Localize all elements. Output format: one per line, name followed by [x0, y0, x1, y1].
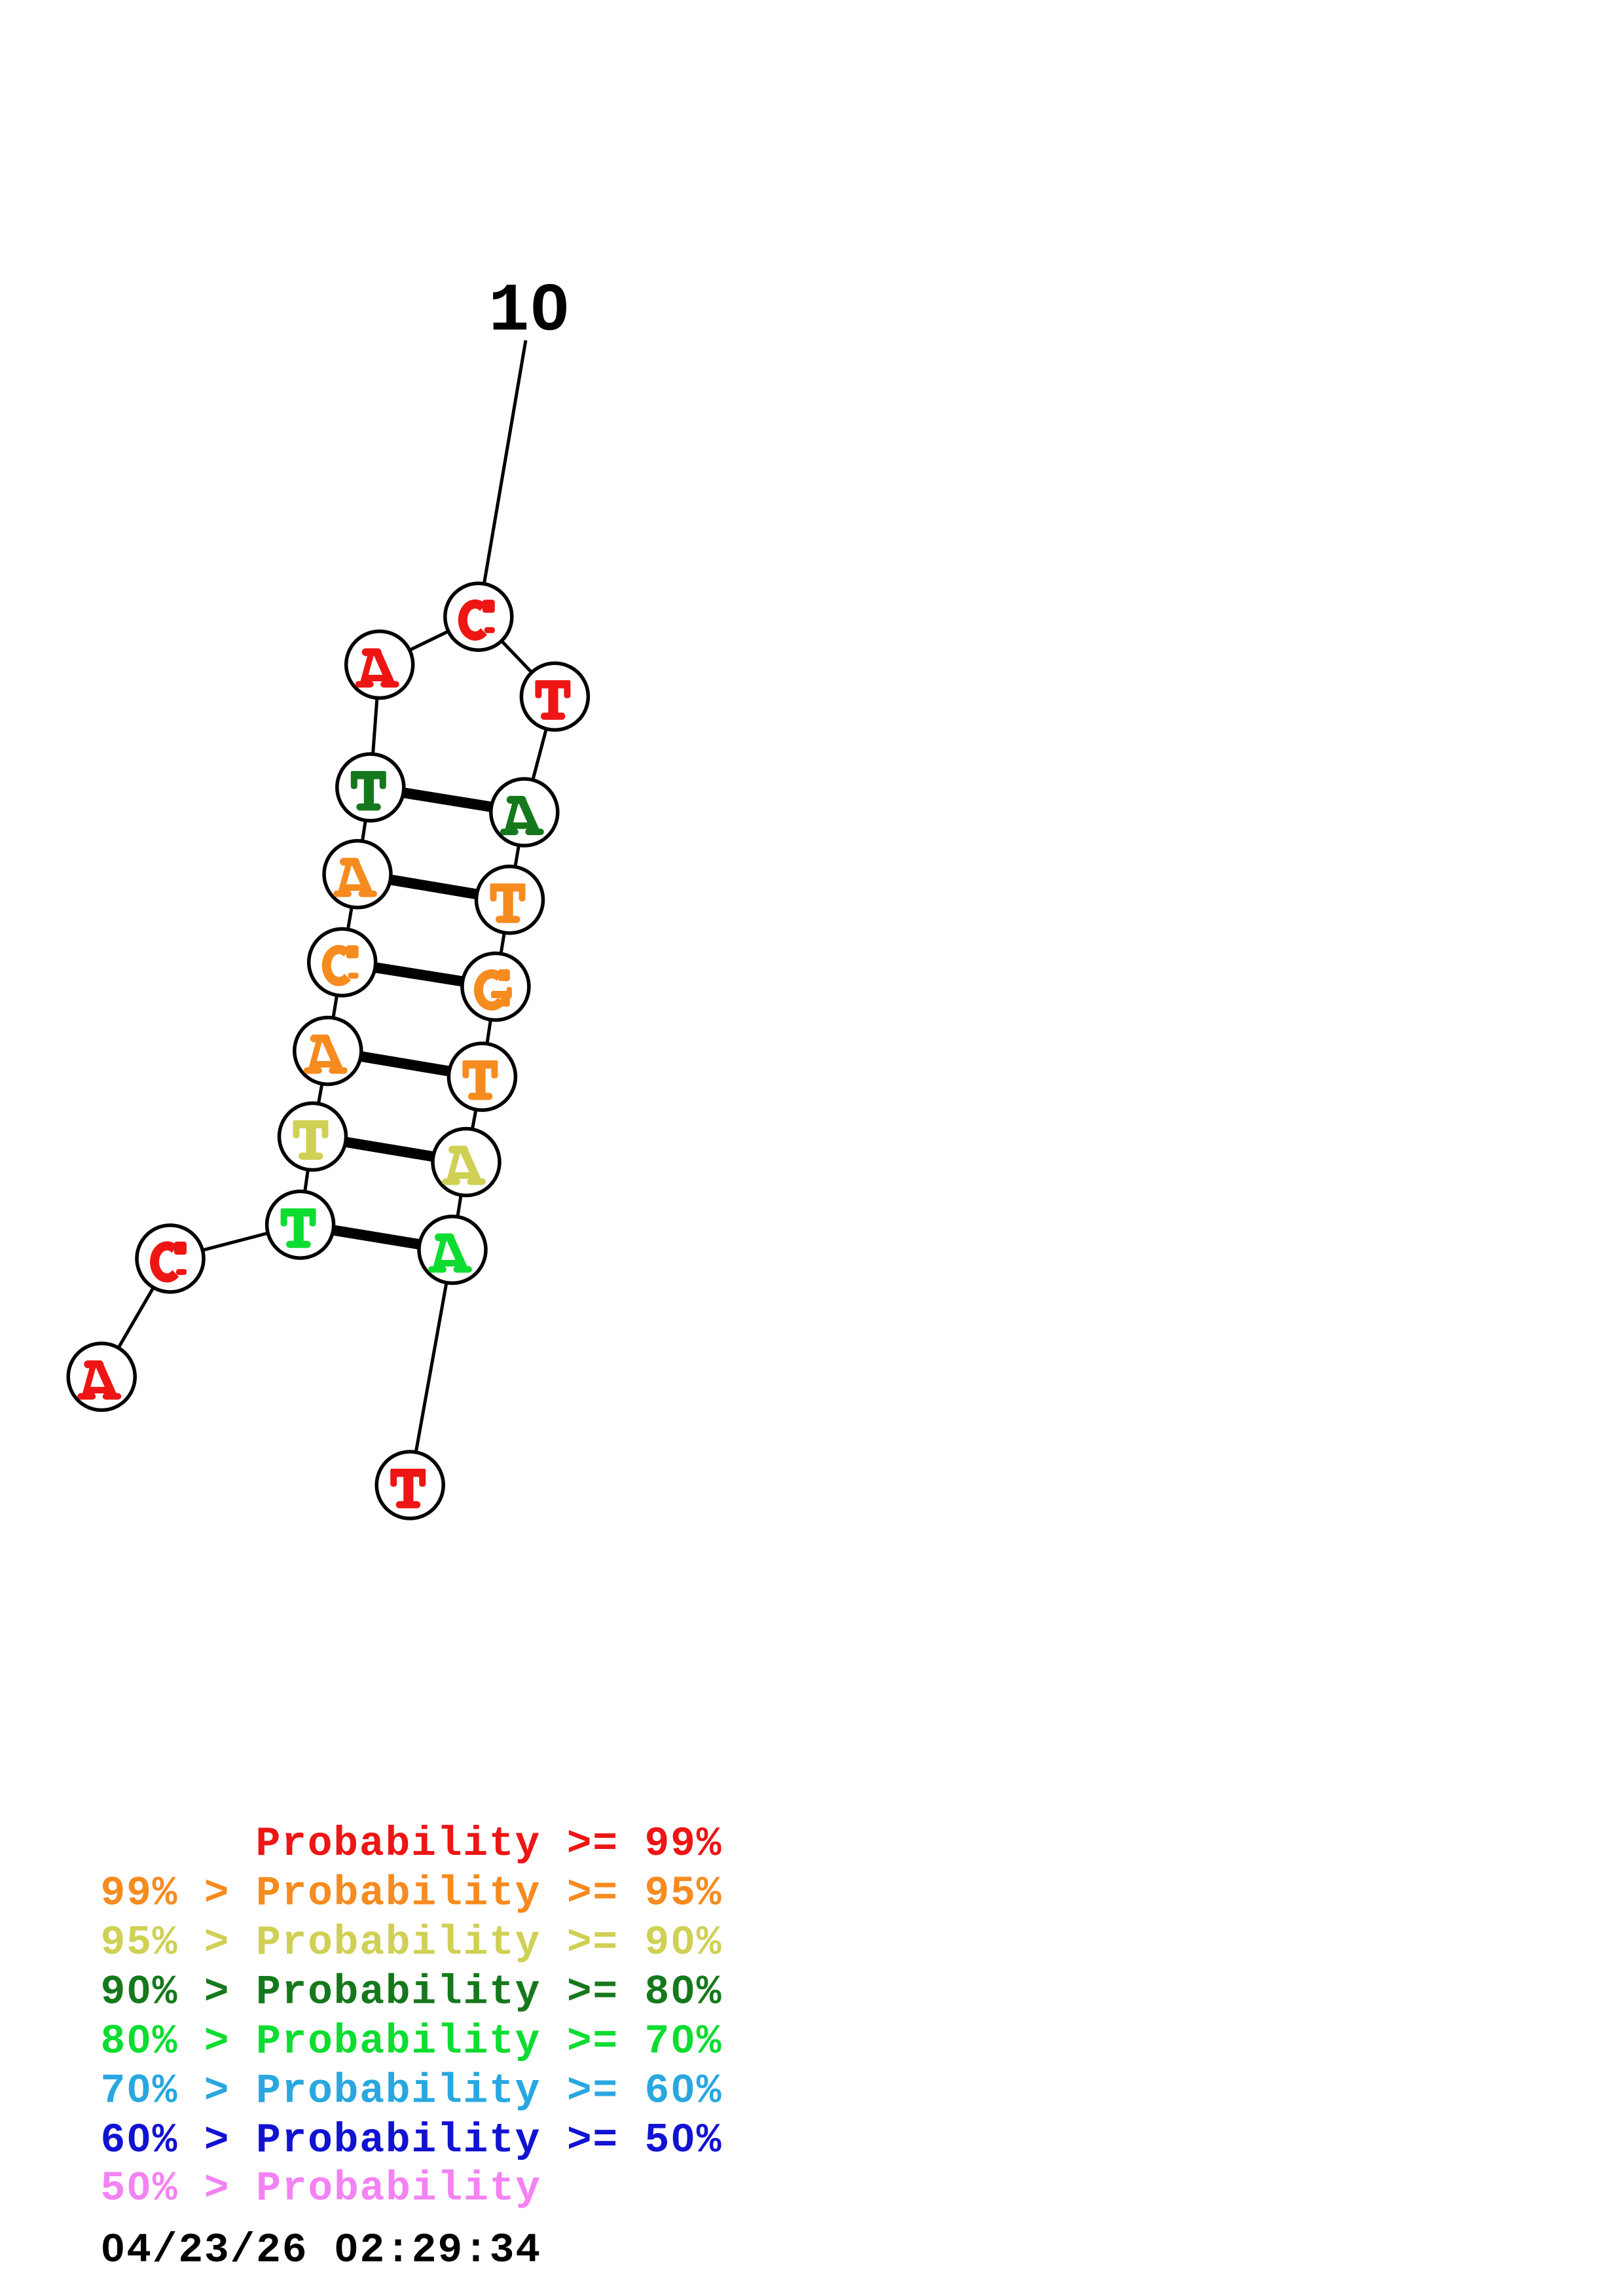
svg-text:50% > Probability: 50% > Probability — [101, 2166, 541, 2212]
svg-text:60% > Probability >= 50%: 60% > Probability >= 50% — [101, 2117, 721, 2164]
svg-text:90% > Probability >= 80%: 90% > Probability >= 80% — [101, 1969, 721, 2016]
svg-text:70% > Probability >= 60%: 70% > Probability >= 60% — [101, 2068, 721, 2115]
svg-text:10: 10 — [488, 274, 570, 351]
svg-text:04/23/26 02:29:34: 04/23/26 02:29:34 — [101, 2227, 541, 2274]
svg-text:95% > Probability >= 90%: 95% > Probability >= 90% — [101, 1920, 721, 1966]
svg-text:Probability >= 99%: Probability >= 99% — [256, 1821, 721, 1867]
svg-text:80% > Probability >= 70%: 80% > Probability >= 70% — [101, 2018, 721, 2065]
svg-text:99% > Probability >= 95%: 99% > Probability >= 95% — [101, 1871, 721, 1917]
